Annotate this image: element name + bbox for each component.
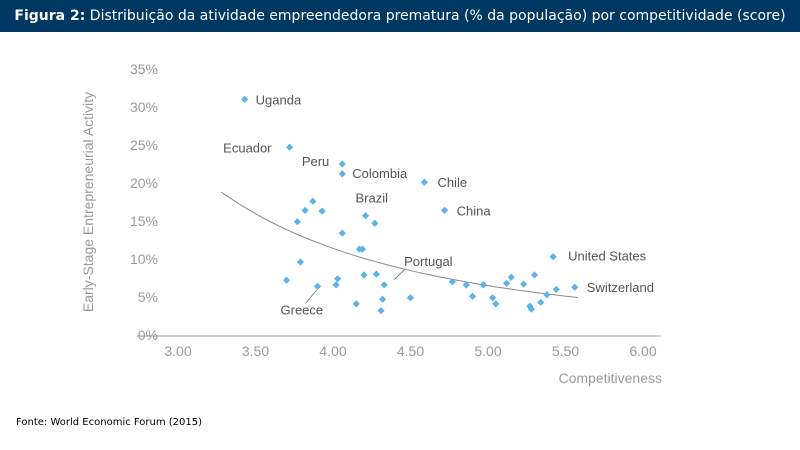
data-point [352, 300, 360, 308]
figure-title-bar: Figura 2: Distribuição da atividade empr… [0, 0, 800, 32]
point-label: Ecuador [223, 140, 272, 155]
data-point-china [441, 206, 449, 214]
y-tick-label: 35% [130, 61, 158, 77]
trendline [221, 191, 578, 298]
point-label: Peru [302, 154, 329, 169]
data-point-greece [313, 282, 322, 290]
data-point [318, 207, 326, 215]
y-axis-label: Early-Stage Entrepreneurial Activity [80, 92, 96, 312]
y-tick-label: 20% [130, 175, 158, 191]
data-point [468, 292, 477, 300]
data-point [301, 206, 309, 214]
point-label: Greece [281, 302, 324, 317]
data-point [360, 271, 368, 279]
data-point [552, 285, 560, 293]
x-axis-label: Competitiveness [559, 370, 663, 386]
x-tick-label: 3.00 [164, 343, 191, 359]
point-label: Switzerland [587, 280, 654, 295]
data-point [406, 294, 415, 302]
point-label: China [457, 203, 492, 218]
data-point [379, 295, 387, 303]
source-note: Fonte: World Economic Forum (2015) [16, 417, 203, 428]
y-tick-label: 5% [138, 289, 158, 305]
point-label: Chile [437, 175, 467, 190]
x-tick-label: 5.00 [474, 343, 501, 359]
x-tick-label: 4.00 [319, 343, 346, 359]
y-tick-label: 30% [130, 99, 158, 115]
data-point [293, 218, 301, 226]
data-point [372, 270, 380, 278]
data-point [537, 298, 545, 306]
data-point [338, 229, 346, 237]
x-tick-label: 3.50 [242, 343, 269, 359]
point-label: Uganda [256, 92, 302, 107]
data-point [282, 276, 291, 284]
point-label: Brazil [356, 191, 389, 206]
x-tick-label: 4.50 [397, 343, 424, 359]
data-point [448, 278, 456, 286]
data-point-colombia [338, 170, 346, 178]
data-point-portugal [380, 281, 388, 289]
point-label: Colombia [352, 166, 408, 181]
data-point [520, 280, 528, 288]
data-point [332, 281, 340, 289]
data-point [309, 197, 317, 205]
data-point-united-states [549, 253, 557, 261]
data-point [371, 219, 379, 227]
data-point [543, 291, 551, 299]
data-point [296, 258, 305, 266]
data-point-switzerland [571, 283, 579, 291]
data-point [479, 281, 487, 289]
data-point [377, 307, 385, 315]
leader-line [305, 290, 317, 304]
data-point [334, 275, 342, 283]
data-point [503, 279, 511, 287]
data-point [507, 273, 515, 281]
point-label: Portugal [404, 254, 453, 269]
leader-line [393, 268, 406, 281]
x-tick-label: 5.50 [552, 343, 579, 359]
figure-label: Figura 2: [14, 8, 86, 24]
data-point-ecuador [286, 143, 294, 151]
data-point-brazil [361, 212, 370, 220]
y-tick-label: 15% [130, 213, 158, 229]
point-label: United States [568, 249, 647, 264]
data-point-chile [420, 178, 429, 186]
figure-title: Distribuição da atividade empreendedora … [89, 8, 786, 24]
data-point [526, 302, 534, 310]
x-tick-label: 6.00 [629, 343, 656, 359]
data-point-peru [338, 160, 346, 168]
data-point [530, 271, 539, 279]
data-point [492, 300, 500, 308]
y-tick-label: 10% [130, 251, 158, 267]
data-point-uganda [241, 95, 249, 103]
data-point [489, 294, 497, 302]
data-point [527, 305, 535, 313]
y-tick-label: 25% [130, 137, 158, 153]
y-tick-label: 0% [138, 327, 158, 343]
data-point [462, 281, 470, 289]
data-point [358, 245, 367, 253]
